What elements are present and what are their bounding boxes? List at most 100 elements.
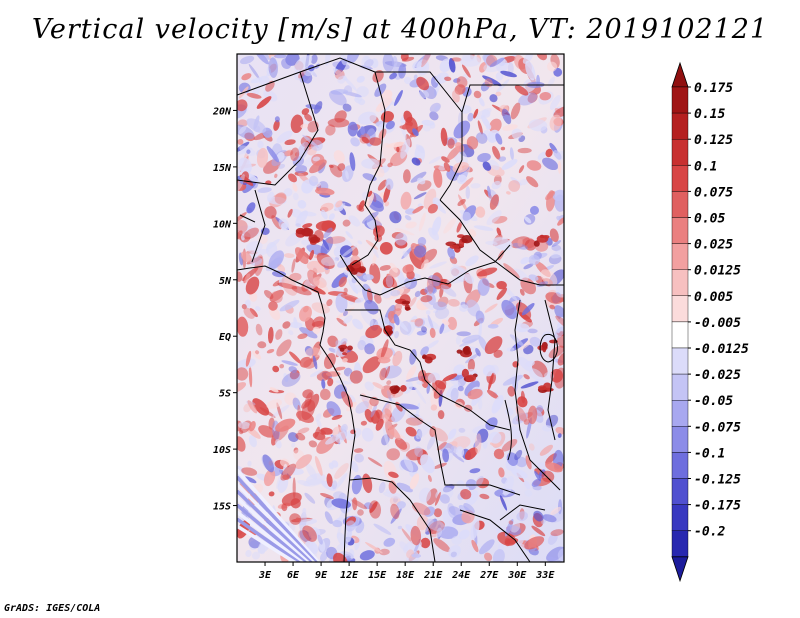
velocity-patch xyxy=(473,225,494,231)
velocity-patch xyxy=(382,275,395,289)
velocity-patch xyxy=(555,426,564,435)
velocity-patch xyxy=(425,310,431,315)
velocity-patch xyxy=(281,58,292,70)
velocity-patch xyxy=(394,330,400,339)
velocity-patch xyxy=(240,55,255,65)
convective-cell xyxy=(536,235,549,243)
velocity-patch xyxy=(528,443,535,451)
lon-tick-label: 3E xyxy=(258,570,272,581)
lat-tick-label: 15N xyxy=(213,163,232,174)
velocity-patch xyxy=(327,335,339,348)
velocity-patch xyxy=(411,553,422,558)
velocity-patch xyxy=(440,284,457,297)
velocity-patch xyxy=(417,177,426,185)
velocity-patch xyxy=(451,436,471,450)
convective-cell xyxy=(456,349,463,354)
velocity-patch xyxy=(244,132,255,142)
velocity-patch xyxy=(389,211,402,224)
velocity-patch xyxy=(442,373,458,382)
velocity-patch xyxy=(326,299,333,307)
velocity-patch xyxy=(255,306,261,312)
colorbar-swatch xyxy=(671,112,689,140)
velocity-patch xyxy=(457,198,466,207)
velocity-patch xyxy=(551,240,562,248)
velocity-patch xyxy=(409,296,417,308)
velocity-patch xyxy=(456,174,467,185)
velocity-patch xyxy=(427,203,438,214)
velocity-patch xyxy=(314,455,323,476)
velocity-patch xyxy=(489,94,498,103)
velocity-patch xyxy=(297,333,308,340)
velocity-patch xyxy=(300,123,309,129)
border-line xyxy=(345,309,511,431)
velocity-patch xyxy=(290,147,300,161)
velocity-patch xyxy=(553,150,562,160)
convective-cell xyxy=(351,267,356,271)
velocity-patch xyxy=(491,216,508,224)
velocity-patch xyxy=(426,277,434,294)
velocity-patch xyxy=(492,237,513,251)
velocity-patch xyxy=(263,289,274,300)
velocity-patch xyxy=(348,215,361,227)
colorbar-label: 0.0125 xyxy=(694,264,741,279)
velocity-patch xyxy=(470,519,480,540)
velocity-patch xyxy=(464,447,478,460)
velocity-patch xyxy=(390,289,401,297)
velocity-patch xyxy=(342,357,348,363)
lon-tick-label: 24E xyxy=(451,570,471,581)
velocity-patch xyxy=(246,202,256,214)
velocity-patch xyxy=(541,425,553,432)
velocity-patch xyxy=(377,356,391,364)
velocity-patch xyxy=(522,54,533,64)
velocity-patch xyxy=(476,132,488,144)
velocity-patch xyxy=(379,265,392,271)
velocity-patch xyxy=(489,159,500,171)
velocity-patch xyxy=(292,183,298,192)
velocity-patch xyxy=(545,414,559,428)
velocity-patch xyxy=(372,382,385,390)
colorbar-label: 0.075 xyxy=(694,185,733,200)
velocity-patch xyxy=(296,141,310,161)
velocity-patch xyxy=(247,400,258,414)
colorbar-label: -0.1 xyxy=(694,446,725,461)
velocity-patch xyxy=(237,138,244,145)
velocity-patch xyxy=(501,439,518,452)
velocity-patch xyxy=(357,509,364,516)
velocity-patch xyxy=(382,54,394,73)
velocity-patch xyxy=(498,467,505,478)
velocity-patch xyxy=(237,141,250,152)
velocity-patch xyxy=(501,108,512,125)
velocity-patch xyxy=(273,119,280,131)
velocity-patch xyxy=(342,103,352,112)
velocity-patch xyxy=(553,326,564,339)
velocity-patch xyxy=(406,270,415,280)
velocity-patch xyxy=(477,120,483,135)
velocity-patch xyxy=(257,187,272,193)
velocity-patch xyxy=(337,257,354,268)
velocity-patch xyxy=(520,390,526,404)
velocity-patch xyxy=(354,97,361,104)
velocity-patch xyxy=(487,185,491,197)
velocity-patch xyxy=(349,370,363,384)
velocity-patch xyxy=(400,191,412,210)
velocity-patch xyxy=(520,381,539,389)
velocity-patch xyxy=(509,147,514,160)
velocity-patch xyxy=(288,330,294,336)
velocity-patch xyxy=(368,500,382,519)
velocity-patch xyxy=(252,398,270,416)
velocity-patch xyxy=(283,373,289,383)
velocity-patch xyxy=(374,166,385,178)
velocity-patch xyxy=(292,192,299,201)
velocity-patch xyxy=(320,493,334,499)
velocity-patch xyxy=(312,355,318,370)
velocity-patch xyxy=(255,323,263,336)
lon-tick-label: 18E xyxy=(396,570,415,581)
velocity-patch xyxy=(439,323,445,335)
velocity-patch xyxy=(519,288,525,296)
velocity-patch xyxy=(363,59,374,68)
velocity-patch xyxy=(492,549,505,562)
velocity-patch xyxy=(435,307,450,320)
velocity-patch xyxy=(275,439,282,449)
velocity-patch xyxy=(524,480,531,490)
